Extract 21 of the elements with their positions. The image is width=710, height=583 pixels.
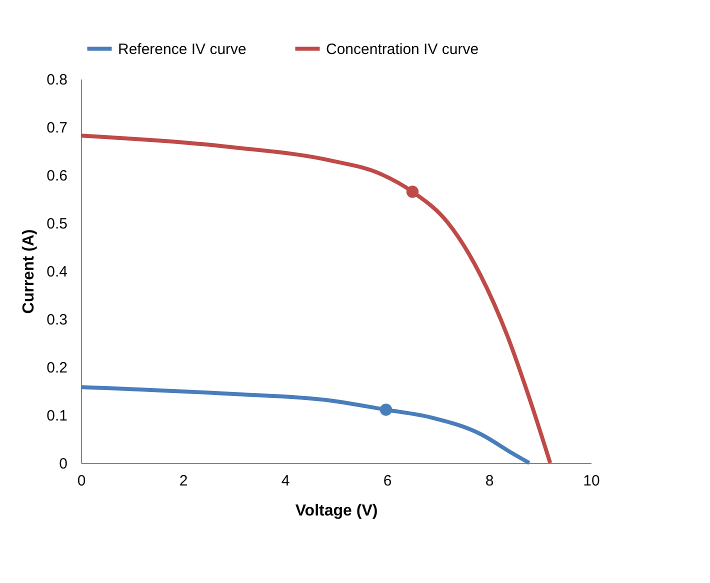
y-tick-label: 0.5 (46, 216, 68, 232)
x-tick-label: 2 (179, 472, 188, 490)
y-tick-label: 0.1 (46, 408, 68, 424)
y-tick-label: 0.6 (46, 168, 68, 184)
x-axis-title: Voltage (V) (295, 502, 378, 520)
x-tick-label: 10 (583, 472, 600, 490)
x-tick-label: 6 (383, 472, 392, 490)
y-tick-label: 0.3 (46, 312, 68, 328)
x-tick-label: 0 (77, 472, 86, 490)
line-series (79, 134, 552, 465)
y-tick-label: 0 (59, 456, 68, 472)
line-series (79, 385, 532, 465)
y-axis-title: Current (A) (20, 229, 38, 314)
legend-label: Reference IV curve (118, 40, 246, 58)
y-tick-label: 0.8 (46, 72, 68, 88)
y-tick-label: 0.4 (46, 264, 68, 280)
y-tick-label: 0.7 (46, 120, 68, 136)
x-tick-label: 4 (281, 472, 290, 490)
legend-label: Concentration IV curve (326, 40, 479, 58)
x-tick-label: 8 (485, 472, 494, 490)
y-tick-label: 0.2 (46, 360, 68, 376)
